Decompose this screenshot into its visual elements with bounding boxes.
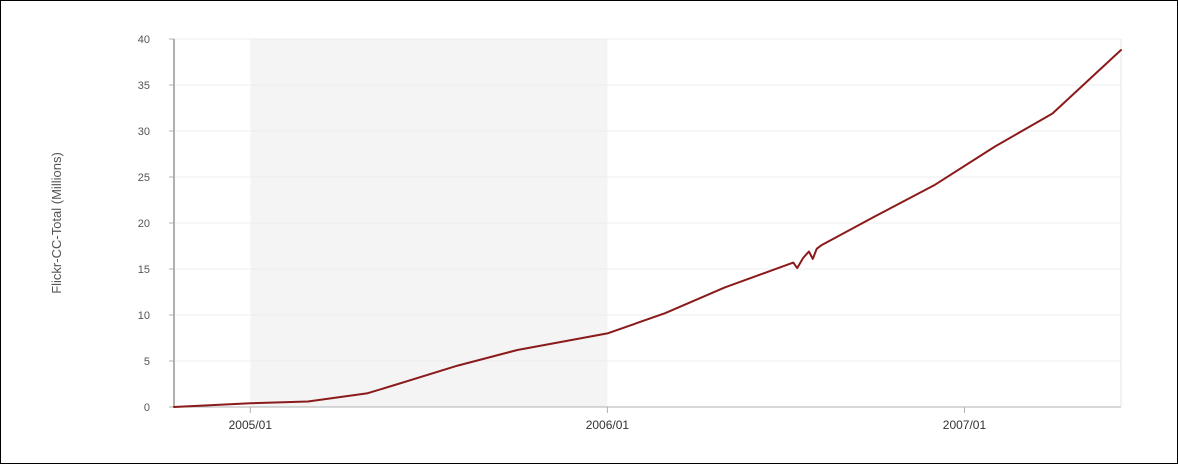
y-tick-label: 5 — [144, 356, 150, 368]
y-axis-title: Flickr-CC-Total (Millions) — [49, 152, 64, 294]
series-group — [173, 49, 1122, 408]
gridlines — [174, 38, 1121, 362]
series-line — [173, 49, 1122, 408]
x-axis-ticks: 2005/01 2006/01 2007/01 — [229, 407, 987, 432]
y-tick-label: 30 — [138, 126, 150, 138]
x-tick-label: 2006/01 — [586, 418, 630, 432]
y-tick-label: 35 — [138, 80, 150, 92]
x-tick-label: 2005/01 — [229, 418, 273, 432]
y-tick-label: 10 — [138, 310, 150, 322]
y-tick-label: 25 — [138, 172, 150, 184]
y-tick-label: 15 — [138, 264, 150, 276]
y-tick-label: 40 — [138, 34, 150, 46]
y-axis-ticks: 0 5 10 15 20 25 30 35 40 — [138, 34, 174, 414]
y-tick-label: 20 — [138, 218, 150, 230]
y-tick-label: 0 — [144, 402, 150, 414]
x-tick-label: 2007/01 — [943, 418, 987, 432]
